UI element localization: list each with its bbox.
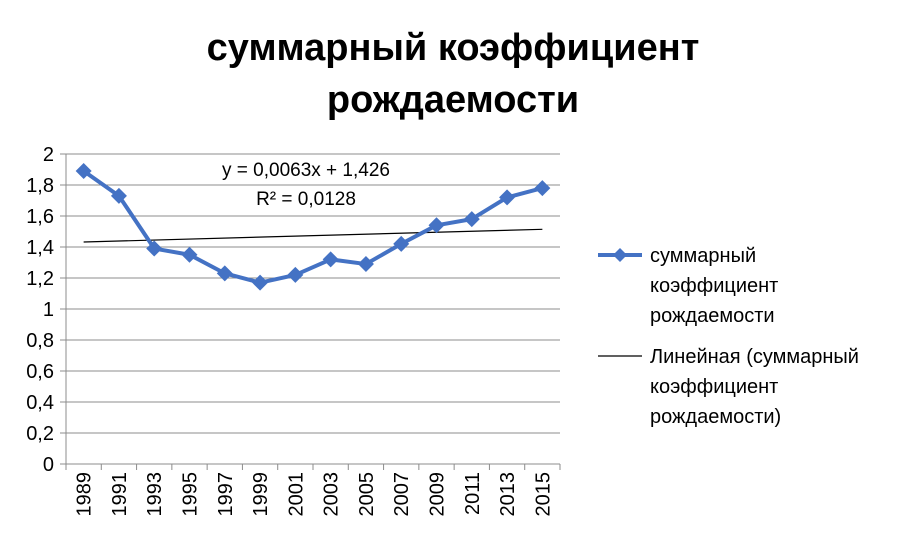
- axes: [60, 153, 561, 470]
- x-tick-label: 2005: [356, 472, 378, 517]
- data-point-marker: [216, 265, 233, 282]
- y-tick-label: 0,4: [26, 392, 54, 414]
- chart-title-line-2: рождаемости: [327, 79, 579, 121]
- legend-item-trendline: Линейная (суммарный коэффициент рождаемо…: [598, 346, 859, 428]
- series-polyline: [82, 169, 543, 285]
- y-tick-label: 1: [43, 299, 54, 321]
- data-point-marker: [287, 266, 304, 283]
- data-point-marker: [463, 211, 480, 228]
- x-tick-label: 1997: [215, 472, 237, 517]
- trendline-r-squared: R² = 0,0128: [256, 189, 356, 210]
- trendline-equation: y = 0,0063x + 1,426: [222, 160, 390, 181]
- y-tick-label: 1,4: [26, 237, 54, 259]
- y-tick-label: 0: [43, 454, 54, 476]
- legend-trendline-label-line-2: коэффициент: [650, 376, 778, 398]
- y-tick-label: 2: [43, 144, 54, 166]
- y-tick-labels: 0 0,2 0,4 0,6 0,8 1 1,2 1,4 1,6 1,8 2: [26, 144, 54, 476]
- data-point-marker: [110, 187, 127, 204]
- y-tick-label: 0,8: [26, 330, 54, 352]
- data-point-marker: [534, 180, 551, 197]
- data-point-marker: [322, 251, 339, 268]
- series-line: [82, 169, 543, 285]
- x-tick-label: 2001: [285, 472, 307, 517]
- legend-trendline-label-line-3: рождаемости): [650, 406, 781, 428]
- x-tick-labels: 1989 1991 1993 1995 1997 1999 2001 2003 2005 2007…: [74, 472, 555, 517]
- y-tick-label: 1,6: [26, 206, 54, 228]
- x-tick-label: 2003: [321, 472, 343, 517]
- x-tick-label: 1995: [180, 472, 202, 517]
- x-tick-label: 1991: [109, 472, 131, 517]
- legend-series-label-line-1: суммарный: [650, 245, 756, 267]
- x-tick-label: 2013: [497, 472, 519, 517]
- y-tick-label: 1,2: [26, 268, 54, 290]
- data-point-marker: [181, 246, 198, 263]
- data-point-marker: [357, 256, 374, 273]
- legend-series-label-line-3: рождаемости: [650, 305, 775, 327]
- x-tick-label: 1993: [144, 472, 166, 517]
- legend: суммарный коэффициент рождаемости Линейн…: [598, 245, 859, 428]
- data-point-marker: [499, 189, 516, 206]
- data-point-marker: [146, 240, 163, 257]
- x-tick-label: 1999: [250, 472, 272, 517]
- legend-trendline-label-line-1: Линейная (суммарный: [650, 346, 859, 368]
- data-point-marker: [428, 217, 445, 234]
- y-tick-label: 0,6: [26, 361, 54, 383]
- legend-series-label-line-2: коэффициент: [650, 275, 778, 297]
- legend-series-swatch-marker: [613, 248, 627, 262]
- y-tick-label: 1,8: [26, 175, 54, 197]
- data-point-marker: [252, 274, 269, 291]
- legend-item-series: суммарный коэффициент рождаемости: [598, 245, 778, 327]
- x-tick-label: 2011: [462, 472, 484, 515]
- y-tick-label: 0,2: [26, 423, 54, 445]
- x-tick-label: 2007: [391, 472, 413, 517]
- data-point-marker: [393, 235, 410, 252]
- chart-title-line-1: суммарный коэффициент: [207, 27, 700, 69]
- trendline: [83, 228, 543, 243]
- x-tick-label: 1989: [74, 472, 96, 517]
- x-tick-label: 2015: [532, 472, 554, 517]
- series-markers: [75, 163, 551, 291]
- trendline-line: [83, 228, 543, 243]
- data-point-marker: [75, 163, 92, 180]
- x-tick-label: 2009: [427, 472, 449, 517]
